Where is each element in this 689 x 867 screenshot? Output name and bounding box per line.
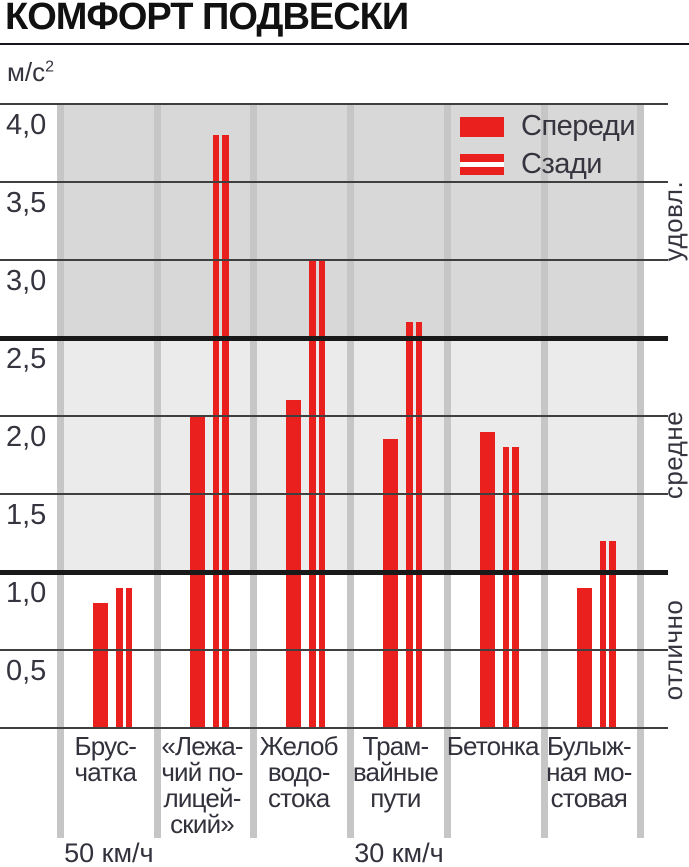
zone-label: средне xyxy=(658,410,688,500)
bar-rear-6 xyxy=(599,540,606,728)
y-axis-unit-base: м/с xyxy=(7,57,46,87)
legend-item-front: Спереди xyxy=(460,110,636,142)
bar-rear-2 xyxy=(212,135,220,728)
category-label-line: чатка xyxy=(74,757,137,787)
gridline xyxy=(0,649,668,651)
category-label-line: стока xyxy=(267,783,330,813)
bar-front-3 xyxy=(286,400,302,728)
bar-rear-5 xyxy=(512,447,519,728)
y-tick-label: 3,5 xyxy=(6,187,47,219)
bar-rear-1 xyxy=(125,587,132,728)
y-tick-label: 2,0 xyxy=(6,421,47,453)
column-separator xyxy=(250,104,258,838)
category-label-line: лицей- xyxy=(163,783,241,813)
bar-front-1 xyxy=(93,603,108,728)
category-label-line: чий по- xyxy=(161,757,243,787)
column-separator xyxy=(443,104,451,838)
rear-series-swatch xyxy=(460,154,504,175)
column-separator xyxy=(153,104,161,838)
zone-boundary-line xyxy=(0,570,668,575)
column-separator xyxy=(637,104,645,838)
legend-label-rear: Сзади xyxy=(521,148,603,180)
category-label-line: Желоб xyxy=(259,731,339,761)
y-tick-label: 1,5 xyxy=(6,499,47,531)
gridline xyxy=(0,103,668,105)
y-tick-label: 1,0 xyxy=(6,577,47,609)
column-separator xyxy=(540,104,548,838)
category-label-line: ский» xyxy=(170,809,235,839)
category-label-line: ная мо- xyxy=(546,757,632,787)
category-label-line: пути xyxy=(370,783,421,813)
legend-label-front: Спереди xyxy=(521,110,636,142)
category-label-line: Брус- xyxy=(74,731,137,761)
category-label-line: водо- xyxy=(267,757,331,787)
category-label-line: «Лежа- xyxy=(161,731,243,761)
column-separator xyxy=(57,104,64,838)
bar-front-5 xyxy=(479,431,495,728)
y-axis-unit: м/с2 xyxy=(7,57,54,88)
category-label-3: Желоб водо-стока xyxy=(253,733,344,811)
speed-label: 50 км/ч xyxy=(64,838,154,867)
bar-front-6 xyxy=(576,587,592,728)
bar-rear-4 xyxy=(415,322,423,728)
chart-title: КОМФОРТ ПОДВЕСКИ xyxy=(5,0,409,38)
rear-swatch-stripe xyxy=(460,154,504,162)
gridline xyxy=(0,415,668,417)
bar-rear-6 xyxy=(609,540,616,728)
category-label-1: Брус-чатка xyxy=(60,733,151,785)
bar-rear-2 xyxy=(222,135,229,728)
front-series-swatch xyxy=(460,116,504,137)
bar-front-4 xyxy=(383,439,399,728)
bar-rear-5 xyxy=(502,447,510,728)
gridline xyxy=(0,181,668,183)
y-tick-label: 0,5 xyxy=(6,655,47,687)
bar-rear-1 xyxy=(116,587,123,728)
gridline xyxy=(0,259,668,261)
category-label-line: стовая xyxy=(550,783,628,813)
rear-swatch-stripe xyxy=(460,167,504,175)
gridline xyxy=(0,493,668,495)
legend-item-rear: Сзади xyxy=(460,148,635,180)
category-label-line: Трам- xyxy=(362,731,429,761)
zone-label: отлично xyxy=(658,599,688,701)
category-label-line: Булыж- xyxy=(546,731,632,761)
legend: Спереди Сзади xyxy=(460,110,636,180)
gridline xyxy=(0,727,668,729)
category-label-2: «Лежа-чий по-лицей-ский» xyxy=(157,733,248,837)
y-tick-label: 2,5 xyxy=(6,343,47,375)
zone-boundary-line xyxy=(0,336,668,341)
column-separator xyxy=(347,104,355,838)
y-axis-unit-sup: 2 xyxy=(45,58,55,76)
bar-rear-4 xyxy=(406,322,413,728)
category-label-6: Булыж-ная мо-стовая xyxy=(544,733,635,811)
title-divider xyxy=(0,43,689,45)
category-label-line: вайные xyxy=(352,757,439,787)
y-tick-label: 4,0 xyxy=(6,109,47,141)
category-label-line: Бетонка xyxy=(446,731,540,761)
category-label-5: Бетонка xyxy=(446,731,540,761)
speed-label: 30 км/ч xyxy=(354,838,444,867)
y-tick-label: 3,0 xyxy=(6,265,47,297)
category-label-4: Трам-вайные пути xyxy=(350,733,441,811)
zone-label: удовл. xyxy=(658,180,688,262)
